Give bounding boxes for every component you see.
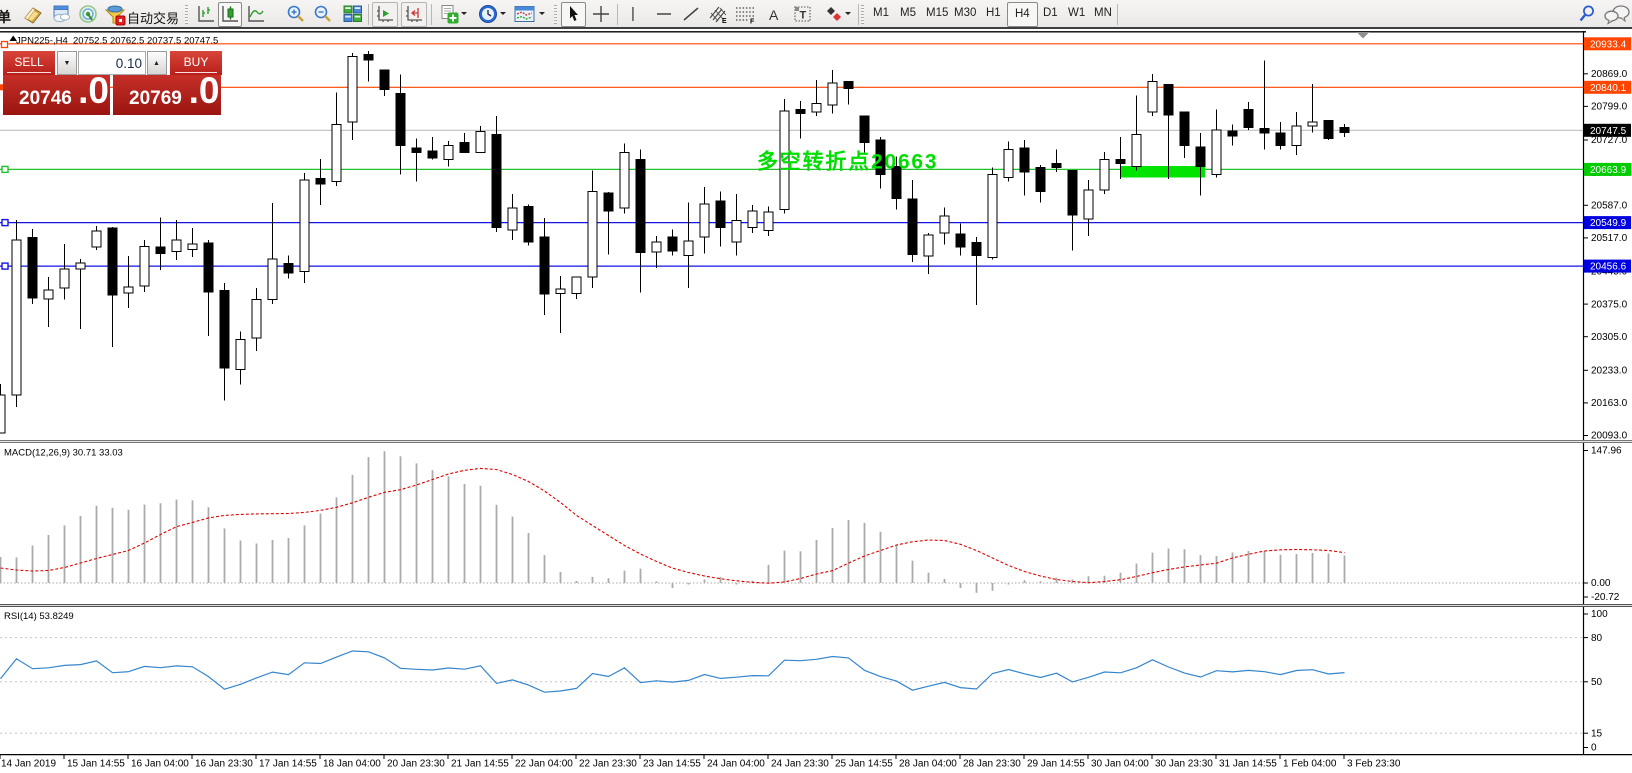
svg-text:29 Jan 14:55: 29 Jan 14:55 — [1027, 759, 1085, 770]
svg-text:15: 15 — [1591, 728, 1603, 739]
svg-text:15 Jan 14:55: 15 Jan 14:55 — [67, 759, 125, 770]
svg-text:31 Jan 14:55: 31 Jan 14:55 — [1219, 759, 1277, 770]
svg-text:14 Jan 2019: 14 Jan 2019 — [1, 759, 56, 770]
svg-text:20747.5: 20747.5 — [1590, 126, 1627, 137]
svg-text:MACD(12,26,9) 30.71 33.03: MACD(12,26,9) 30.71 33.03 — [4, 448, 123, 459]
svg-text:20456.6: 20456.6 — [1590, 262, 1627, 273]
svg-text:30 Jan 04:00: 30 Jan 04:00 — [1091, 759, 1149, 770]
svg-text:20587.0: 20587.0 — [1591, 201, 1628, 212]
svg-text:80: 80 — [1591, 633, 1603, 644]
svg-text:24 Jan 23:30: 24 Jan 23:30 — [771, 759, 829, 770]
svg-text:20869.0: 20869.0 — [1591, 69, 1628, 80]
svg-text:21 Jan 14:55: 21 Jan 14:55 — [451, 759, 509, 770]
svg-text:22 Jan 04:00: 22 Jan 04:00 — [515, 759, 573, 770]
svg-text:18 Jan 04:00: 18 Jan 04:00 — [323, 759, 381, 770]
svg-text:0: 0 — [1591, 743, 1597, 754]
svg-text:100: 100 — [1591, 609, 1608, 620]
svg-text:20093.0: 20093.0 — [1591, 431, 1628, 442]
svg-text:20549.9: 20549.9 — [1590, 218, 1627, 229]
svg-text:17 Jan 14:55: 17 Jan 14:55 — [259, 759, 317, 770]
svg-text:3 Feb 23:30: 3 Feb 23:30 — [1347, 759, 1401, 770]
svg-text:20799.0: 20799.0 — [1591, 102, 1628, 113]
svg-text:16 Jan 04:00: 16 Jan 04:00 — [131, 759, 189, 770]
svg-text:20663.9: 20663.9 — [1590, 165, 1627, 176]
svg-text:JPN225-,H4 20752.5 20762.5 20: JPN225-,H4 20752.5 20762.5 20737.5 20747… — [16, 36, 218, 47]
svg-text:0.00: 0.00 — [1591, 578, 1611, 589]
svg-text:20840.1: 20840.1 — [1590, 83, 1627, 94]
svg-text:1 Feb 04:00: 1 Feb 04:00 — [1283, 759, 1337, 770]
svg-text:20933.4: 20933.4 — [1590, 39, 1627, 50]
svg-text:28 Jan 04:00: 28 Jan 04:00 — [899, 759, 957, 770]
svg-text:-20.72: -20.72 — [1591, 592, 1620, 603]
svg-text:多空转折点20663: 多空转折点20663 — [757, 150, 938, 174]
svg-text:T: T — [800, 10, 807, 22]
svg-text:RSI(14) 53.8249: RSI(14) 53.8249 — [4, 611, 74, 622]
svg-text:22 Jan 23:30: 22 Jan 23:30 — [579, 759, 637, 770]
svg-text:20 Jan 23:30: 20 Jan 23:30 — [387, 759, 445, 770]
svg-text:20163.0: 20163.0 — [1591, 398, 1628, 409]
svg-text:24 Jan 04:00: 24 Jan 04:00 — [707, 759, 765, 770]
svg-text:25 Jan 14:55: 25 Jan 14:55 — [835, 759, 893, 770]
svg-text:20727.0: 20727.0 — [1591, 135, 1628, 146]
svg-text:147.96: 147.96 — [1591, 446, 1622, 457]
svg-text:28 Jan 23:30: 28 Jan 23:30 — [963, 759, 1021, 770]
svg-text:E: E — [722, 18, 727, 24]
svg-text:F: F — [750, 19, 755, 25]
svg-text:23 Jan 14:55: 23 Jan 14:55 — [643, 759, 701, 770]
svg-text:50: 50 — [1591, 677, 1603, 688]
svg-text:20305.0: 20305.0 — [1591, 332, 1628, 343]
svg-text:16 Jan 23:30: 16 Jan 23:30 — [195, 759, 253, 770]
svg-text:20517.0: 20517.0 — [1591, 233, 1628, 244]
svg-text:20233.0: 20233.0 — [1591, 366, 1628, 377]
svg-text:20375.0: 20375.0 — [1591, 299, 1628, 310]
svg-text:30 Jan 23:30: 30 Jan 23:30 — [1155, 759, 1213, 770]
